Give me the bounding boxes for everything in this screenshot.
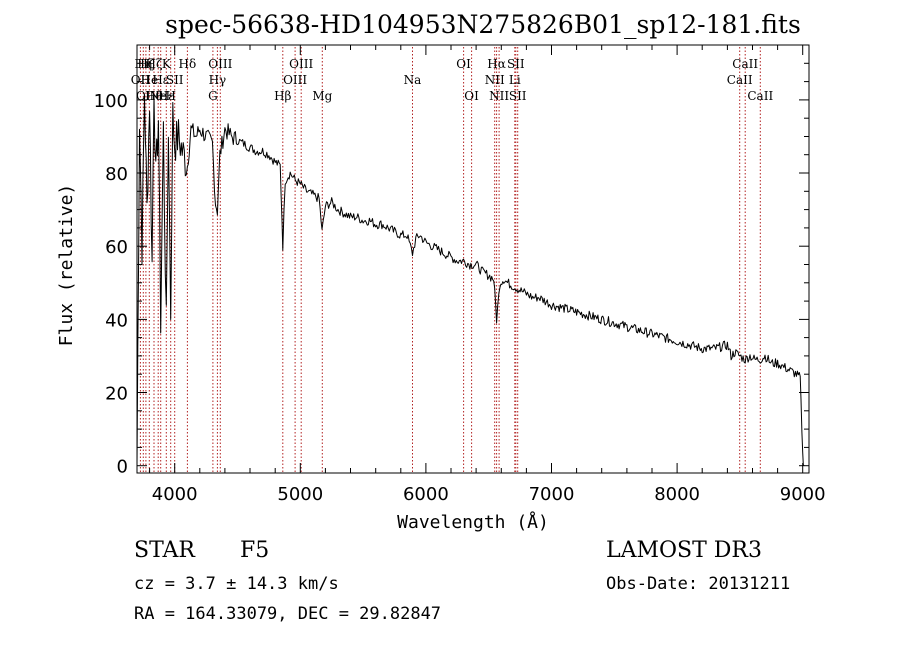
y-tick-label: 0 (117, 457, 128, 478)
line-label: Hη (134, 57, 152, 71)
line-label: G (208, 89, 218, 103)
plot-frame (136, 44, 810, 474)
line-label: K (162, 57, 172, 71)
line-label: OIII (208, 57, 232, 71)
observation-date: Obs-Date: 20131211 (606, 574, 791, 594)
line-label: Hζ (137, 57, 154, 71)
line-label: SII (166, 73, 184, 87)
chart-ticks: 4000 5000 6000 7000 8000 9000 0 20 40 60 80 100 (94, 45, 826, 505)
x-tick-label: 5000 (277, 484, 323, 505)
x-tick-label: 4000 (152, 484, 198, 505)
y-tick-label: 80 (105, 164, 128, 185)
line-label: OI (136, 89, 151, 103)
x-tick-label: 9000 (780, 484, 826, 505)
x-tick-label: 6000 (403, 484, 449, 505)
line-label: OII (131, 73, 151, 87)
line-label: Ne (149, 89, 167, 103)
line-label: NII (485, 73, 505, 87)
survey-name: LAMOST DR3 (606, 538, 762, 563)
object-class: STAR (134, 538, 195, 563)
y-axis-label: Flux (relative) (56, 184, 77, 347)
line-label: OI (456, 57, 471, 71)
line-label: CaII (732, 57, 758, 71)
line-label: SII (507, 57, 525, 71)
line-label: He (141, 73, 159, 87)
chart-title: spec-56638-HD104953N275826B01_sp12-181.f… (165, 10, 801, 39)
y-tick-label: 40 (105, 310, 128, 331)
x-axis-label: Wavelength (Å) (397, 511, 549, 533)
line-label: CaII (727, 73, 753, 87)
line-label: SII (509, 89, 527, 103)
spectrum-series (136, 95, 805, 467)
line-label: Mg (312, 89, 332, 103)
line-label: H (165, 89, 175, 103)
line-label: Na (404, 73, 422, 87)
spectrum-chart: 4000 5000 6000 7000 8000 9000 0 20 40 60 80 100 OII… (56, 10, 826, 533)
y-tick-label: 60 (105, 237, 128, 258)
line-label: Hα (487, 57, 506, 71)
line-label: Hζ (146, 57, 163, 71)
line-label: Hγ (209, 73, 227, 87)
chart-text: spec-56638-HD104953N275826B01_sp12-181.f… (56, 10, 801, 533)
line-label: NII (489, 89, 509, 103)
y-tick-label: 20 (105, 384, 128, 405)
x-tick-label: 8000 (654, 484, 700, 505)
line-label: Hε (158, 89, 175, 103)
line-label: Hε (152, 73, 169, 87)
coordinates: RA = 164.33079, DEC = 29.82847 (134, 604, 442, 624)
chart-axes (136, 44, 810, 474)
line-label: OI (464, 89, 479, 103)
line-label: OIII (289, 57, 313, 71)
y-tick-label: 100 (94, 91, 128, 112)
line-labels: OIIHηOIHζHeHζHθNeHεKHεHSIIHδGHγOIIIHβOII… (131, 57, 774, 103)
line-label: Hθ (145, 89, 163, 103)
x-tick-label: 7000 (529, 484, 575, 505)
line-label: Hβ (274, 89, 291, 103)
line-markers (139, 47, 761, 473)
line-label: OIII (283, 73, 307, 87)
line-label: CaII (747, 89, 773, 103)
spectrum-line (136, 95, 805, 467)
line-label: Li (509, 73, 521, 87)
object-subclass: F5 (240, 538, 270, 563)
line-label: Hδ (179, 57, 197, 71)
redshift-velocity: cz = 3.7 ± 14.3 km/s (134, 574, 339, 594)
